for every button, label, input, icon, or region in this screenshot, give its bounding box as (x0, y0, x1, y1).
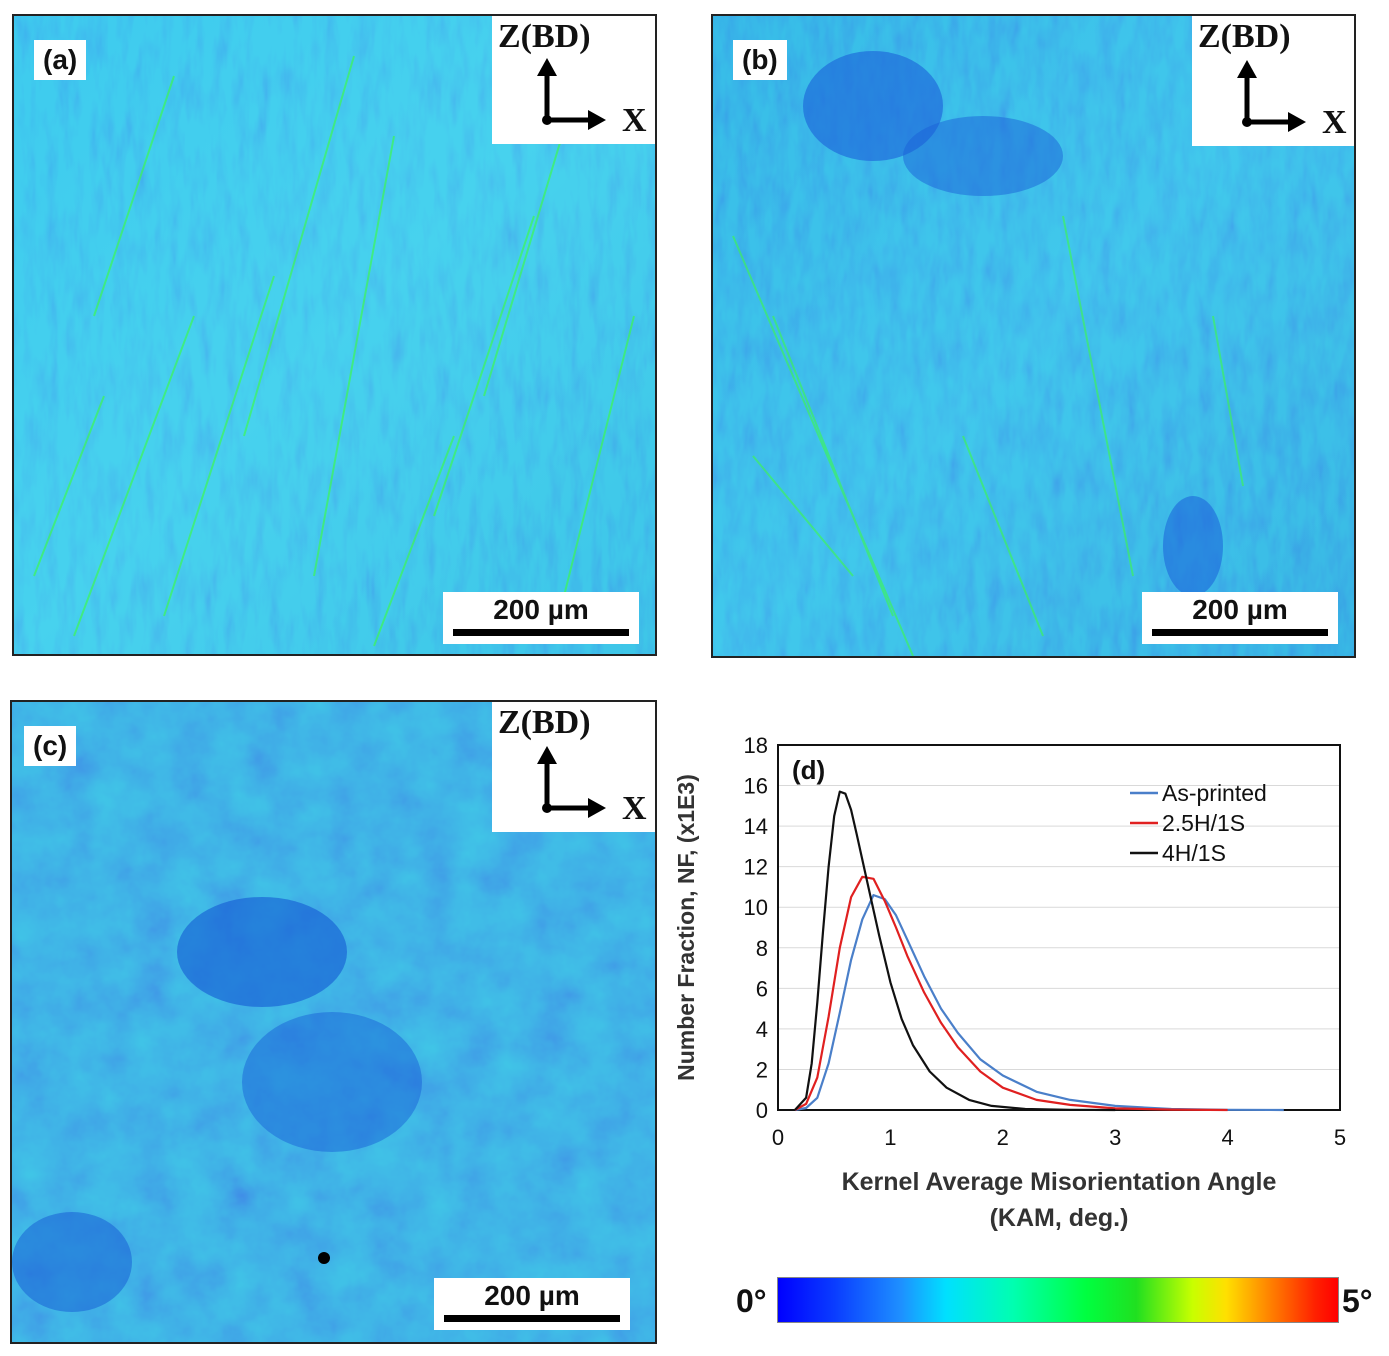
panel-label-c: (c) (24, 726, 77, 766)
panel-label-a: (a) (34, 40, 87, 80)
y-tick-label: 4 (756, 1017, 768, 1042)
scale-bar-line (453, 629, 629, 636)
x-tick-label: 1 (884, 1125, 896, 1150)
x-tick-label: 3 (1109, 1125, 1121, 1150)
x-tick-label: 4 (1221, 1125, 1233, 1150)
y-tick-label: 8 (756, 936, 768, 961)
series-line-2-5h-1s (794, 875, 1228, 1112)
axes-arrows-icon (537, 746, 606, 818)
y-tick-label: 10 (744, 895, 768, 920)
chart-panel-label: (d) (792, 755, 825, 785)
colorbar-max-label: 5° (1342, 1283, 1373, 1319)
axis-label-z: Z(BD) (1198, 18, 1291, 55)
series-line-as-printed (794, 894, 1284, 1112)
legend-entry: 2.5H/1S (1162, 810, 1245, 836)
kam-colorbar (777, 1277, 1339, 1323)
axes-arrows-icon (1237, 60, 1306, 132)
y-axis-label: Number Fraction, NF, (x1E3) (673, 774, 699, 1081)
y-tick-label: 18 (744, 733, 768, 758)
y-tick-label: 12 (744, 855, 768, 880)
x-tick-label: 5 (1334, 1125, 1346, 1150)
scale-bar-c: 200 µm (434, 1278, 630, 1330)
axis-label-z: Z(BD) (498, 18, 591, 55)
x-tick-label: 0 (772, 1125, 784, 1150)
scale-bar-label: 200 µm (484, 1280, 580, 1311)
y-tick-label: 16 (744, 774, 768, 799)
kam-map-panel-a: (a) Z(BD) X 200 µm (12, 14, 657, 656)
coordinate-axes-a: Z(BD) X (492, 16, 655, 144)
x-axis-label-units: (KAM, deg.) (990, 1204, 1129, 1232)
y-tick-label: 6 (756, 976, 768, 1001)
x-axis-label: Kernel Average Misorientation Angle (842, 1168, 1277, 1196)
panel-label-b: (b) (733, 40, 787, 80)
scale-bar-label: 200 µm (493, 594, 589, 625)
y-tick-label: 0 (756, 1098, 768, 1123)
axes-arrows-icon (537, 58, 606, 130)
coordinate-axes-c: Z(BD) X (492, 702, 655, 832)
y-tick-label: 14 (744, 814, 768, 839)
kam-map-panel-c: (c) Z(BD) X 200 µm (10, 700, 657, 1344)
axis-label-z: Z(BD) (498, 704, 591, 741)
coordinate-axes-b: Z(BD) X (1192, 16, 1354, 146)
y-tick-label: 2 (756, 1057, 768, 1082)
series-line-4h-1s (794, 790, 1116, 1112)
legend-entry: 4H/1S (1162, 840, 1226, 866)
colorbar-min-label: 0° (736, 1283, 767, 1319)
scale-bar-a: 200 µm (443, 592, 639, 644)
scale-bar-label: 200 µm (1192, 594, 1288, 625)
axis-label-x: X (622, 102, 647, 139)
scale-bar-b: 200 µm (1142, 592, 1338, 644)
axis-label-x: X (622, 790, 647, 827)
kam-map-panel-b: (b) Z(BD) X 200 µm (711, 14, 1356, 658)
legend-entry: As-printed (1162, 780, 1267, 806)
scale-bar-line (1152, 629, 1328, 636)
axis-label-x: X (1322, 104, 1347, 141)
scale-bar-line (444, 1315, 620, 1322)
x-tick-label: 2 (997, 1125, 1009, 1150)
